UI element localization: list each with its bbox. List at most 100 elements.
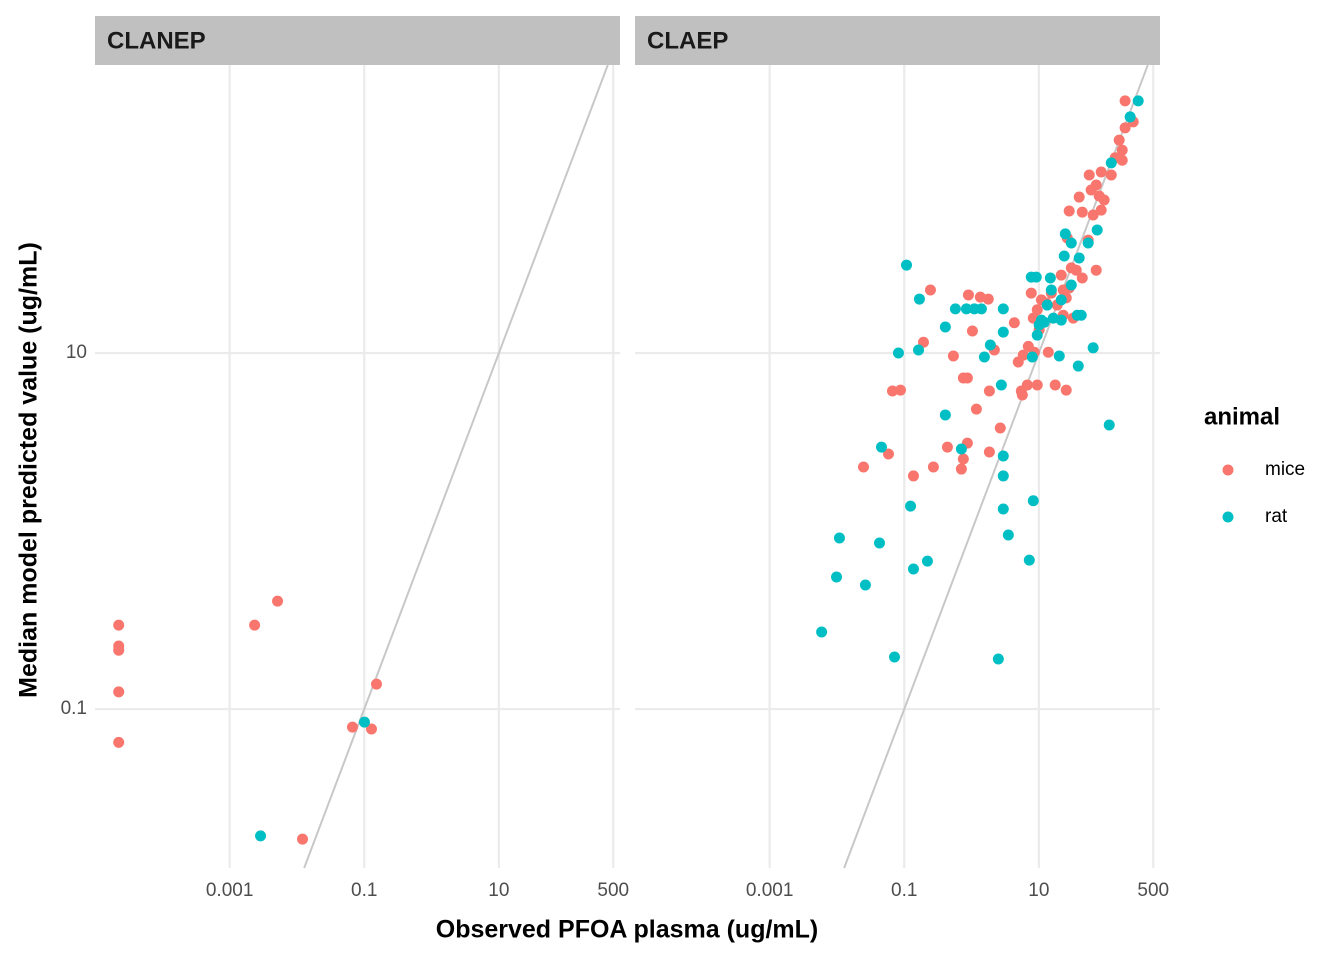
data-point xyxy=(297,833,309,845)
data-point xyxy=(272,595,284,607)
data-point xyxy=(1072,360,1084,372)
data-point xyxy=(1070,264,1082,276)
data-point xyxy=(833,532,845,544)
data-point xyxy=(1041,299,1053,311)
data-point xyxy=(1015,385,1027,397)
data-point xyxy=(1053,350,1065,362)
data-point xyxy=(983,385,995,397)
data-point xyxy=(1083,169,1095,181)
data-point xyxy=(962,289,974,301)
data-point xyxy=(1113,134,1125,146)
data-point xyxy=(255,830,267,842)
x-tick-label: 0.001 xyxy=(206,880,254,901)
data-point xyxy=(113,686,125,698)
facet-title: CLAEP xyxy=(647,27,728,54)
data-point xyxy=(1095,166,1107,178)
legend-label: mice xyxy=(1265,459,1305,480)
data-point xyxy=(1012,356,1024,368)
data-point xyxy=(1105,157,1117,169)
data-point xyxy=(1073,191,1085,203)
data-point xyxy=(1085,184,1097,196)
data-point xyxy=(816,626,828,638)
data-point xyxy=(1090,264,1102,276)
data-point xyxy=(927,461,939,473)
data-point xyxy=(947,350,959,362)
data-point xyxy=(997,503,1009,515)
data-point xyxy=(1002,529,1014,541)
data-point xyxy=(831,571,843,583)
y-tick-label: 0.1 xyxy=(61,698,87,719)
x-tick-label: 0.001 xyxy=(746,880,794,901)
data-point xyxy=(859,579,871,591)
data-point xyxy=(1025,271,1037,283)
data-point xyxy=(913,293,925,305)
data-point xyxy=(1025,287,1037,299)
y-tick-label: 10 xyxy=(66,342,87,363)
data-point xyxy=(913,344,925,356)
data-point xyxy=(984,339,996,351)
x-tick-label: 500 xyxy=(1137,880,1169,901)
legend-marker xyxy=(1222,464,1234,476)
legend-marker xyxy=(1222,511,1234,523)
data-point xyxy=(1093,190,1105,202)
data-point xyxy=(882,448,894,460)
data-point xyxy=(1031,379,1043,391)
data-point xyxy=(983,446,995,458)
data-point xyxy=(358,716,370,728)
data-point xyxy=(1065,237,1077,249)
data-point xyxy=(997,470,1009,482)
y-axis-title: Median model predicted value (ug/mL) xyxy=(15,242,43,698)
data-point xyxy=(1059,228,1071,240)
data-point xyxy=(1087,342,1099,354)
data-point xyxy=(1027,495,1039,507)
data-point xyxy=(1065,279,1077,291)
data-point xyxy=(997,303,1009,315)
data-point xyxy=(1045,284,1057,296)
data-point xyxy=(249,619,261,631)
data-point xyxy=(113,644,125,656)
data-point xyxy=(1008,317,1020,329)
data-point xyxy=(1031,304,1043,316)
data-point xyxy=(1026,351,1038,363)
x-tick-label: 500 xyxy=(597,880,629,901)
data-point xyxy=(1049,379,1061,391)
data-point xyxy=(995,379,1007,391)
data-point xyxy=(960,303,972,315)
data-point xyxy=(974,291,986,303)
data-point xyxy=(875,441,887,453)
data-point xyxy=(1091,224,1103,236)
data-point xyxy=(1063,205,1075,217)
data-point xyxy=(1082,237,1094,249)
data-point xyxy=(907,563,919,575)
data-point xyxy=(874,537,886,549)
data-point xyxy=(113,736,125,748)
data-point xyxy=(1124,111,1136,123)
data-point xyxy=(1042,346,1054,358)
data-point xyxy=(1116,154,1128,166)
data-point xyxy=(941,441,953,453)
x-tick-label: 10 xyxy=(488,880,509,901)
x-axis-title: Observed PFOA plasma (ug/mL) xyxy=(436,916,818,944)
data-point xyxy=(1055,269,1067,281)
data-point xyxy=(1095,204,1107,216)
facet-strip xyxy=(95,16,620,65)
data-point xyxy=(1103,419,1115,431)
data-point xyxy=(1047,312,1059,324)
data-point xyxy=(997,326,1009,338)
data-point xyxy=(1132,95,1144,107)
data-point xyxy=(1023,554,1035,566)
data-point xyxy=(978,351,990,363)
data-point xyxy=(966,325,978,337)
data-point xyxy=(1076,272,1088,284)
data-point xyxy=(365,723,377,735)
reference-line xyxy=(303,64,609,869)
data-point xyxy=(1116,144,1128,156)
facet-strip xyxy=(635,16,1160,65)
data-point xyxy=(1119,95,1131,107)
data-point xyxy=(949,303,961,315)
data-point xyxy=(1075,309,1087,321)
data-point xyxy=(924,284,936,296)
data-point xyxy=(921,555,933,567)
data-point xyxy=(955,443,967,455)
